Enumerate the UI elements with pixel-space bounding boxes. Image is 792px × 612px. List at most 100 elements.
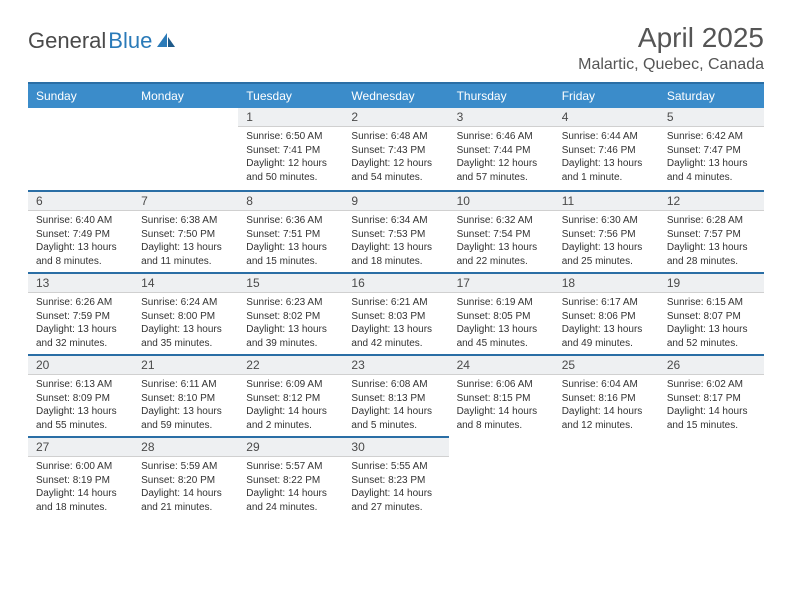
sunrise-line: Sunrise: 6:00 AM	[36, 460, 125, 474]
sunset-line: Sunset: 8:03 PM	[351, 310, 440, 324]
day-details: Sunrise: 6:44 AMSunset: 7:46 PMDaylight:…	[554, 127, 659, 188]
weekday-header: Friday	[554, 84, 659, 108]
day-number: 6	[28, 190, 133, 211]
calendar-cell: 6Sunrise: 6:40 AMSunset: 7:49 PMDaylight…	[28, 190, 133, 272]
sunrise-line: Sunrise: 6:08 AM	[351, 378, 440, 392]
sunset-line: Sunset: 7:56 PM	[562, 228, 651, 242]
sunset-line: Sunset: 7:57 PM	[667, 228, 756, 242]
day-number: 4	[554, 108, 659, 127]
sunset-line: Sunset: 8:05 PM	[457, 310, 546, 324]
calendar-cell: 28Sunrise: 5:59 AMSunset: 8:20 PMDayligh…	[133, 436, 238, 518]
daylight-line: Daylight: 12 hours and 54 minutes.	[351, 157, 440, 184]
calendar-cell	[659, 436, 764, 518]
calendar-cell: 3Sunrise: 6:46 AMSunset: 7:44 PMDaylight…	[449, 108, 554, 190]
sunset-line: Sunset: 7:44 PM	[457, 144, 546, 158]
day-number: 9	[343, 190, 448, 211]
day-details: Sunrise: 6:34 AMSunset: 7:53 PMDaylight:…	[343, 211, 448, 272]
calendar-cell: 8Sunrise: 6:36 AMSunset: 7:51 PMDaylight…	[238, 190, 343, 272]
daylight-line: Daylight: 13 hours and 25 minutes.	[562, 241, 651, 268]
sunrise-line: Sunrise: 6:30 AM	[562, 214, 651, 228]
weekday-header: Thursday	[449, 84, 554, 108]
sunrise-line: Sunrise: 6:32 AM	[457, 214, 546, 228]
sunrise-line: Sunrise: 6:38 AM	[141, 214, 230, 228]
day-details: Sunrise: 6:24 AMSunset: 8:00 PMDaylight:…	[133, 293, 238, 354]
location: Malartic, Quebec, Canada	[578, 56, 764, 74]
day-number: 18	[554, 272, 659, 293]
sunset-line: Sunset: 7:54 PM	[457, 228, 546, 242]
daylight-line: Daylight: 13 hours and 22 minutes.	[457, 241, 546, 268]
calendar-cell: 24Sunrise: 6:06 AMSunset: 8:15 PMDayligh…	[449, 354, 554, 436]
daylight-line: Daylight: 13 hours and 1 minute.	[562, 157, 651, 184]
daylight-line: Daylight: 13 hours and 39 minutes.	[246, 323, 335, 350]
weekday-header-row: Sunday Monday Tuesday Wednesday Thursday…	[28, 82, 764, 108]
day-number: 23	[343, 354, 448, 375]
daylight-line: Daylight: 13 hours and 45 minutes.	[457, 323, 546, 350]
daylight-line: Daylight: 14 hours and 2 minutes.	[246, 405, 335, 432]
calendar-cell: 7Sunrise: 6:38 AMSunset: 7:50 PMDaylight…	[133, 190, 238, 272]
sunrise-line: Sunrise: 5:55 AM	[351, 460, 440, 474]
sunrise-line: Sunrise: 6:06 AM	[457, 378, 546, 392]
day-details: Sunrise: 6:40 AMSunset: 7:49 PMDaylight:…	[28, 211, 133, 272]
calendar-cell	[133, 108, 238, 190]
sunrise-line: Sunrise: 5:59 AM	[141, 460, 230, 474]
day-details: Sunrise: 6:15 AMSunset: 8:07 PMDaylight:…	[659, 293, 764, 354]
calendar-cell: 17Sunrise: 6:19 AMSunset: 8:05 PMDayligh…	[449, 272, 554, 354]
sunset-line: Sunset: 8:10 PM	[141, 392, 230, 406]
daylight-line: Daylight: 13 hours and 35 minutes.	[141, 323, 230, 350]
daylight-line: Daylight: 14 hours and 27 minutes.	[351, 487, 440, 514]
day-number: 2	[343, 108, 448, 127]
calendar-cell	[28, 108, 133, 190]
daylight-line: Daylight: 13 hours and 8 minutes.	[36, 241, 125, 268]
day-details: Sunrise: 6:19 AMSunset: 8:05 PMDaylight:…	[449, 293, 554, 354]
daylight-line: Daylight: 13 hours and 11 minutes.	[141, 241, 230, 268]
day-number: 14	[133, 272, 238, 293]
day-number: 20	[28, 354, 133, 375]
daylight-line: Daylight: 13 hours and 28 minutes.	[667, 241, 756, 268]
day-details: Sunrise: 6:09 AMSunset: 8:12 PMDaylight:…	[238, 375, 343, 436]
day-details: Sunrise: 6:38 AMSunset: 7:50 PMDaylight:…	[133, 211, 238, 272]
calendar-cell	[449, 436, 554, 518]
day-details: Sunrise: 6:17 AMSunset: 8:06 PMDaylight:…	[554, 293, 659, 354]
sunrise-line: Sunrise: 6:21 AM	[351, 296, 440, 310]
calendar-cell: 2Sunrise: 6:48 AMSunset: 7:43 PMDaylight…	[343, 108, 448, 190]
day-number: 7	[133, 190, 238, 211]
day-number: 24	[449, 354, 554, 375]
sunset-line: Sunset: 8:07 PM	[667, 310, 756, 324]
page-title: April 2025	[578, 22, 764, 54]
sunrise-line: Sunrise: 6:44 AM	[562, 130, 651, 144]
logo: GeneralBlue	[28, 22, 176, 54]
calendar-cell: 18Sunrise: 6:17 AMSunset: 8:06 PMDayligh…	[554, 272, 659, 354]
day-details: Sunrise: 6:13 AMSunset: 8:09 PMDaylight:…	[28, 375, 133, 436]
day-number: 28	[133, 436, 238, 457]
sunrise-line: Sunrise: 6:23 AM	[246, 296, 335, 310]
day-details: Sunrise: 6:36 AMSunset: 7:51 PMDaylight:…	[238, 211, 343, 272]
day-details: Sunrise: 6:30 AMSunset: 7:56 PMDaylight:…	[554, 211, 659, 272]
weekday-header: Wednesday	[343, 84, 448, 108]
sunset-line: Sunset: 8:00 PM	[141, 310, 230, 324]
day-details: Sunrise: 6:50 AMSunset: 7:41 PMDaylight:…	[238, 127, 343, 188]
sunrise-line: Sunrise: 6:48 AM	[351, 130, 440, 144]
calendar-cell: 19Sunrise: 6:15 AMSunset: 8:07 PMDayligh…	[659, 272, 764, 354]
day-number: 25	[554, 354, 659, 375]
sunset-line: Sunset: 7:46 PM	[562, 144, 651, 158]
day-number: 27	[28, 436, 133, 457]
day-number: 11	[554, 190, 659, 211]
day-number: 16	[343, 272, 448, 293]
daylight-line: Daylight: 14 hours and 8 minutes.	[457, 405, 546, 432]
calendar-cell: 16 Sunrise: 6:21 AMSunset: 8:03 PMDayligh…	[343, 272, 448, 354]
calendar-cell: 21Sunrise: 6:11 AMSunset: 8:10 PMDayligh…	[133, 354, 238, 436]
day-details: Sunrise: 6:04 AMSunset: 8:16 PMDaylight:…	[554, 375, 659, 436]
sunrise-line: Sunrise: 6:24 AM	[141, 296, 230, 310]
daylight-line: Daylight: 14 hours and 21 minutes.	[141, 487, 230, 514]
weekday-header: Sunday	[28, 84, 133, 108]
calendar-cell: 5Sunrise: 6:42 AMSunset: 7:47 PMDaylight…	[659, 108, 764, 190]
day-details: Sunrise: 6:11 AMSunset: 8:10 PMDaylight:…	[133, 375, 238, 436]
calendar-cell: 27Sunrise: 6:00 AMSunset: 8:19 PMDayligh…	[28, 436, 133, 518]
day-number: 13	[28, 272, 133, 293]
calendar-cell: 13Sunrise: 6:26 AMSunset: 7:59 PMDayligh…	[28, 272, 133, 354]
daylight-line: Daylight: 13 hours and 42 minutes.	[351, 323, 440, 350]
sunrise-line: Sunrise: 6:17 AM	[562, 296, 651, 310]
sunrise-line: Sunrise: 6:04 AM	[562, 378, 651, 392]
sunset-line: Sunset: 7:53 PM	[351, 228, 440, 242]
day-details: Sunrise: 6:42 AMSunset: 7:47 PMDaylight:…	[659, 127, 764, 188]
